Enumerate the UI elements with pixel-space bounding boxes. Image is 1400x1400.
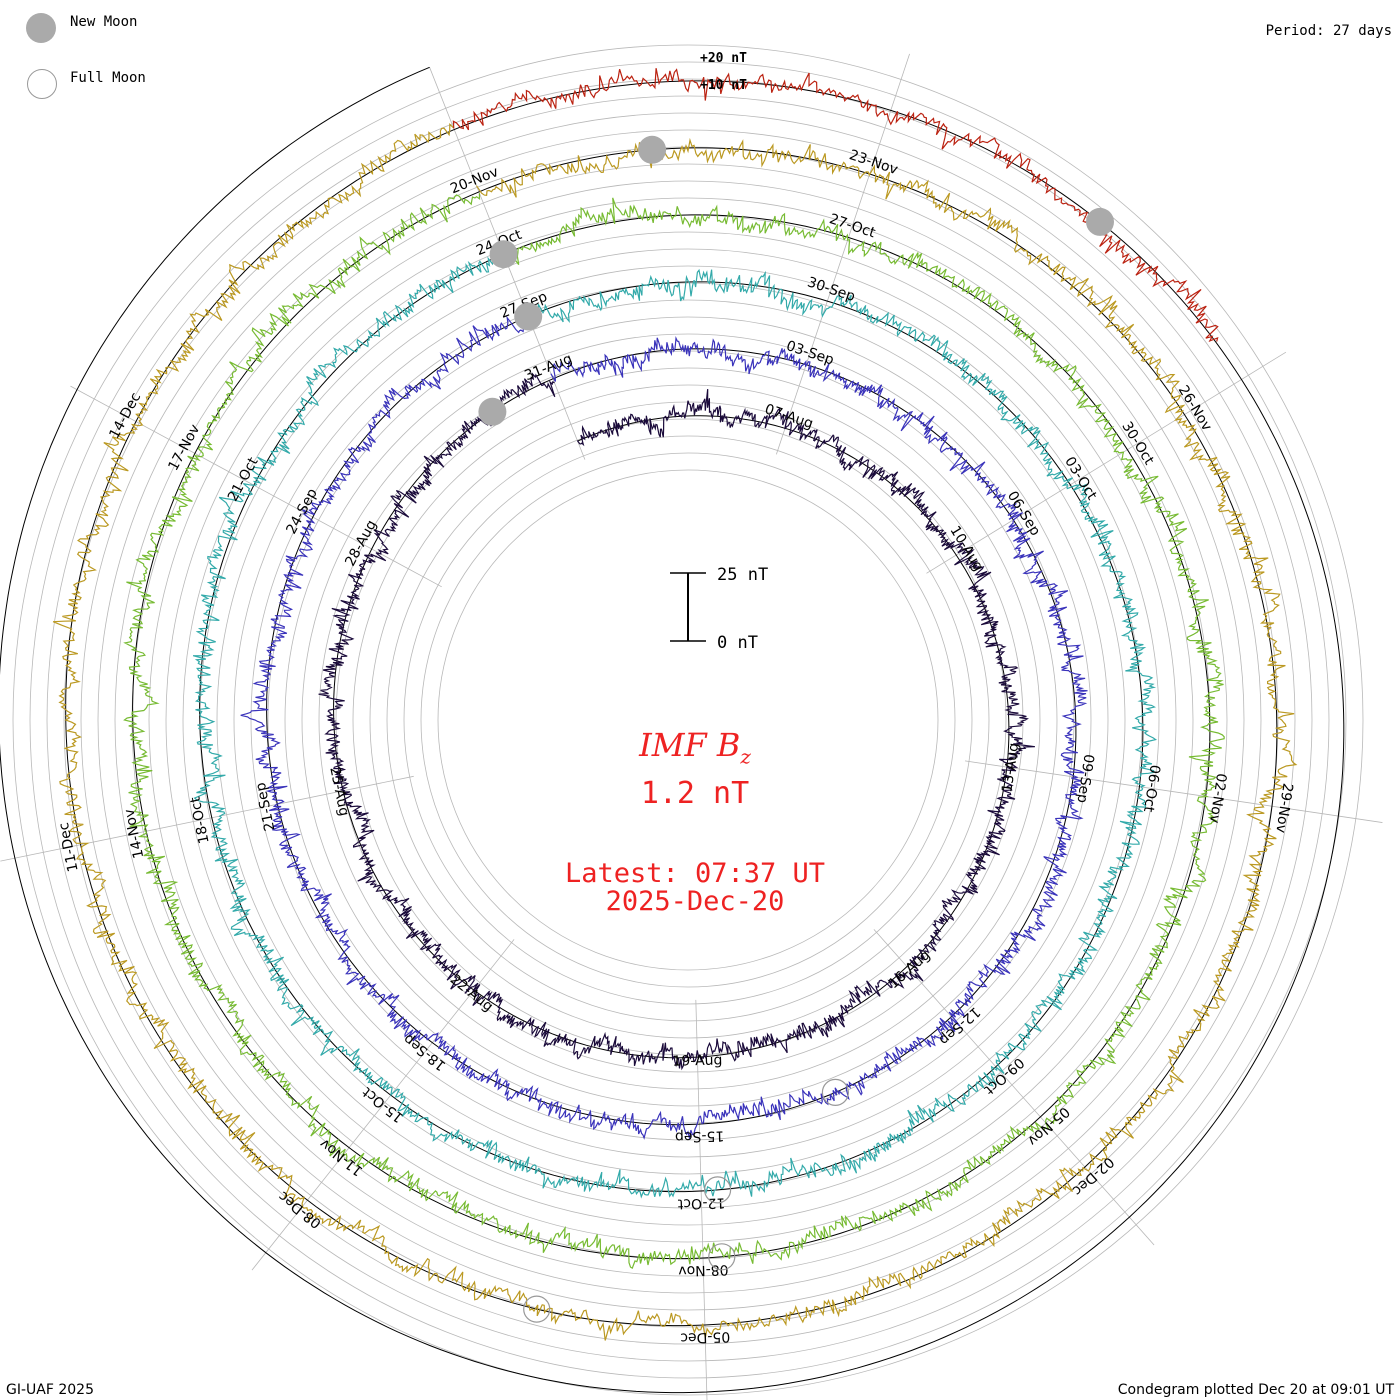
grid-circle bbox=[420, 452, 956, 988]
full-moon-marker bbox=[821, 1078, 850, 1107]
full-moon-marker bbox=[708, 1243, 736, 1271]
latest-date: 2025-Dec-20 bbox=[605, 886, 785, 917]
footer-left: GI-UAF 2025 bbox=[6, 1382, 94, 1398]
date-tick-label: 15-Sep bbox=[675, 1127, 725, 1144]
date-tick-label: 07-Aug bbox=[763, 401, 815, 432]
date-tick-label: 08-Nov bbox=[678, 1261, 729, 1278]
scale-bar-bottom-label: 0 nT bbox=[717, 633, 758, 653]
grid-circle bbox=[233, 265, 1143, 1175]
date-tick-label: 12-Oct bbox=[677, 1194, 725, 1211]
grid-circle bbox=[46, 78, 1330, 1362]
grid-spoke bbox=[873, 929, 1155, 1246]
new-moon-marker bbox=[1086, 207, 1114, 236]
period-label: Period: 27 days bbox=[1265, 23, 1392, 39]
series-trace-4 bbox=[123, 193, 1225, 1269]
series-trace-5 bbox=[52, 123, 1298, 1341]
series-trace-1 bbox=[318, 372, 1035, 1071]
date-tick-label: 06-Oct bbox=[1140, 764, 1163, 814]
date-tick-label: 31-Aug bbox=[522, 351, 574, 384]
new-moon-marker bbox=[638, 135, 667, 164]
scale-tick-plus20: +20 nT bbox=[700, 51, 747, 66]
scale-bar: 25 nT 0 nT +20 nT +10 nT bbox=[670, 51, 768, 653]
latest-time: Latest: 07:37 UT bbox=[564, 858, 826, 889]
date-tick-label: 16-Aug bbox=[886, 947, 934, 992]
grid-circle bbox=[97, 129, 1279, 1311]
grid-circle bbox=[369, 401, 1007, 1039]
current-value: 1.2 nT bbox=[640, 776, 750, 811]
grid-circle bbox=[301, 333, 1075, 1107]
date-tick-label: 30-Sep bbox=[805, 274, 857, 305]
series-trace-3 bbox=[192, 246, 1158, 1199]
full-moon-legend-label: Full Moon bbox=[70, 70, 146, 86]
full-moon-marker bbox=[523, 1295, 551, 1323]
date-tick-label: 05-Dec bbox=[680, 1328, 730, 1345]
grid-circle bbox=[352, 384, 1024, 1056]
grid-spoke bbox=[251, 939, 515, 1271]
date-tick-label: 19-Aug bbox=[672, 1052, 722, 1069]
new-moon-marker bbox=[489, 240, 518, 269]
grid-circle bbox=[335, 367, 1041, 1073]
grid-circle bbox=[267, 299, 1109, 1141]
grid-spoke bbox=[964, 760, 1383, 823]
grid-circle bbox=[250, 282, 1126, 1158]
series-trace-2 bbox=[240, 310, 1088, 1140]
grid-circle bbox=[318, 350, 1058, 1090]
grid-circle bbox=[63, 95, 1313, 1345]
grid-spoke bbox=[926, 351, 1287, 574]
new-moon-marker bbox=[514, 302, 543, 331]
grid-circle bbox=[165, 197, 1211, 1243]
scale-tick-plus10: +10 nT bbox=[700, 78, 747, 93]
date-tick-label: 23-Nov bbox=[847, 147, 900, 178]
grid-circle bbox=[80, 112, 1296, 1328]
series-trace-6 bbox=[452, 68, 1219, 343]
grid-circle bbox=[403, 435, 973, 1005]
footer-right: Condegram plotted Dec 20 at 09:01 UT bbox=[1117, 1382, 1394, 1398]
date-tick-label: 13-Aug bbox=[999, 742, 1022, 794]
grid-circle bbox=[386, 418, 990, 1022]
grid-circle bbox=[114, 146, 1262, 1294]
new-moon-legend-icon bbox=[26, 13, 56, 43]
grid-circle bbox=[216, 248, 1160, 1192]
grid-spoke bbox=[776, 53, 910, 455]
date-tick-label: 29-Nov bbox=[1272, 782, 1295, 834]
full-moon-legend-icon bbox=[27, 69, 57, 99]
grid-circle bbox=[131, 163, 1245, 1277]
date-tick-label: 20-Nov bbox=[448, 164, 501, 197]
new-moon-marker bbox=[478, 397, 507, 426]
grid-circle bbox=[12, 44, 1364, 1396]
date-tick-label: 02-Nov bbox=[1206, 772, 1229, 824]
quantity-sub: z bbox=[740, 744, 751, 769]
series-layer bbox=[52, 68, 1298, 1341]
moon-layer bbox=[478, 135, 1114, 1323]
date-tick-label: 11-Dec bbox=[56, 821, 82, 873]
date-tick-label: 09-Sep bbox=[1074, 753, 1097, 804]
grid-circle bbox=[29, 61, 1347, 1379]
date-tick-label: 30-Oct bbox=[1118, 419, 1157, 468]
date-tick-label: 03-Oct bbox=[1061, 454, 1100, 503]
quantity-title: IMF Bz bbox=[560, 726, 830, 768]
scale-bar-top-label: 25 nT bbox=[717, 565, 768, 585]
grid-circle bbox=[437, 469, 939, 971]
grid-spoke bbox=[695, 999, 708, 1400]
quantity-main: IMF B bbox=[639, 726, 741, 764]
grid-circle bbox=[284, 316, 1092, 1124]
new-moon-legend-label: New Moon bbox=[70, 14, 138, 30]
full-moon-marker bbox=[703, 1176, 732, 1204]
